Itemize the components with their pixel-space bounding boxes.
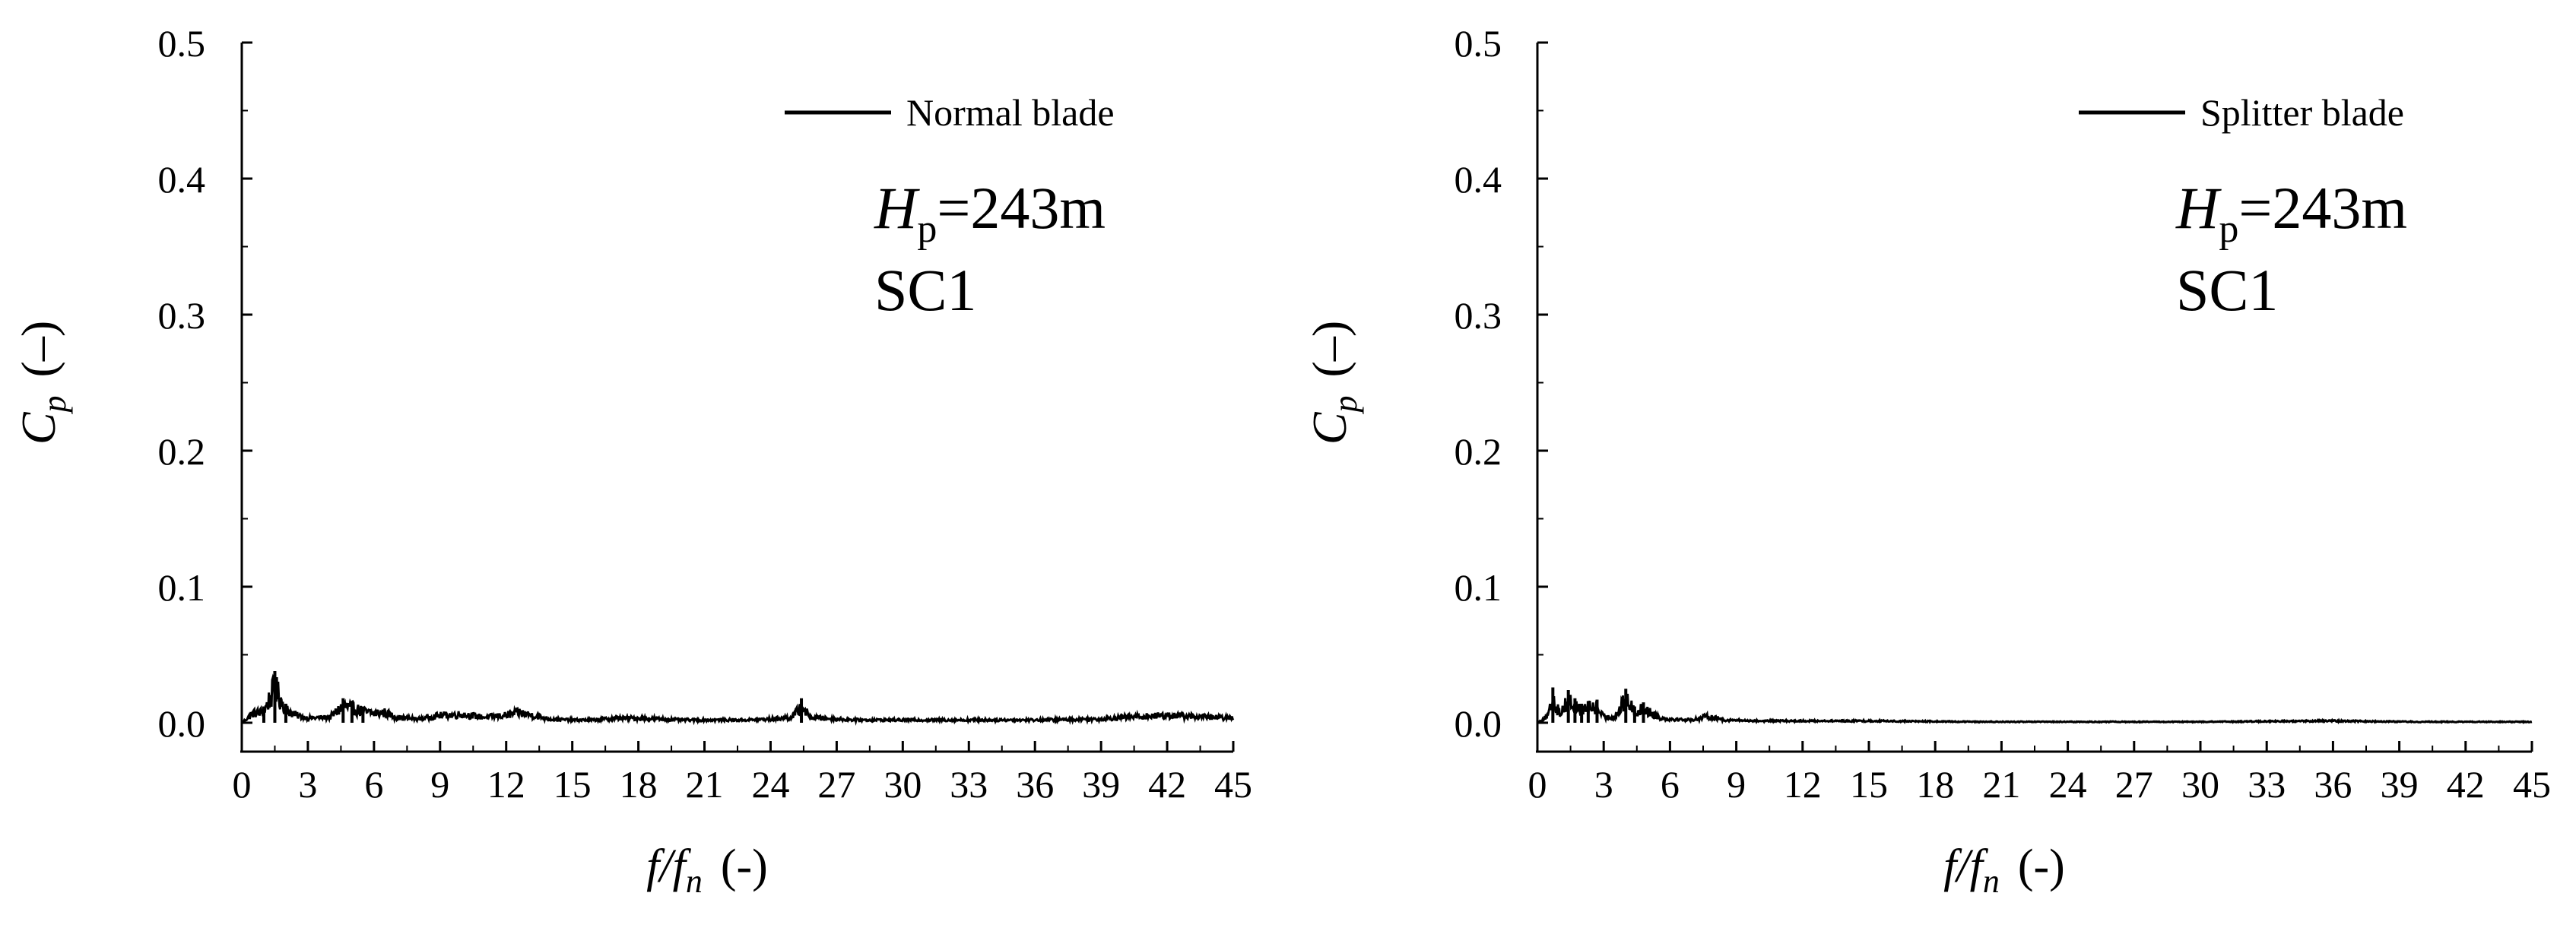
x-axis-label: f/fn (-) — [646, 841, 768, 900]
x-tick-label: 0 — [1528, 763, 1547, 806]
y-tick-label: 0.2 — [158, 430, 206, 473]
x-tick-label: 6 — [1661, 763, 1680, 806]
x-tick-label: 9 — [1727, 763, 1746, 806]
x-tick-label: 21 — [1982, 763, 2020, 806]
x-axis-label-main: f/f — [1943, 841, 1988, 892]
x-tick-label: 42 — [2447, 763, 2485, 806]
x-tick-label: 12 — [487, 763, 525, 806]
x-tick-label: 45 — [2513, 763, 2551, 806]
x-tick-label: 39 — [2381, 763, 2419, 806]
head-subscript: p — [2219, 207, 2238, 251]
x-tick-label: 27 — [817, 763, 855, 806]
legend-label: Normal blade — [906, 91, 1115, 134]
x-tick-label: 15 — [554, 763, 592, 806]
x-tick-label: 3 — [1594, 763, 1613, 806]
head-value: =243m — [2238, 175, 2407, 241]
x-tick-label: 36 — [1016, 763, 1054, 806]
x-tick-label: 18 — [620, 763, 658, 806]
x-tick-label: 9 — [430, 763, 449, 806]
y-tick-label: 0.3 — [158, 294, 206, 337]
x-tick-label: 33 — [2248, 763, 2286, 806]
y-tick-label: 0.0 — [158, 702, 206, 745]
y-axis-label: Cp (–) — [1302, 321, 1364, 445]
y-axis-label-sub: p — [36, 395, 73, 414]
x-axis-label-main: f/f — [646, 841, 691, 892]
x-axis-label: f/fn (-) — [1943, 841, 2065, 900]
chart-panel-right: 0.00.10.20.30.40.50 3 6 9 12 15 18 21 24 27 30 33 36… — [1302, 22, 2551, 900]
x-tick-label: 0 — [233, 763, 252, 806]
x-tick-label: 33 — [950, 763, 988, 806]
spectrum-line — [1537, 693, 2533, 725]
y-tick-label: 0.1 — [158, 566, 206, 609]
x-axis-label-units: (-) — [721, 841, 768, 892]
x-tick-label: 18 — [1916, 763, 1954, 806]
x-axis-label-sub: n — [1983, 863, 2000, 900]
x-tick-label: 24 — [2049, 763, 2087, 806]
y-axis-label-main: C — [11, 411, 65, 445]
y-axis-label-units: (–) — [11, 321, 65, 378]
head-subscript: p — [917, 207, 937, 251]
y-tick-label: 0.0 — [1455, 702, 1502, 745]
legend-label: Splitter blade — [2200, 91, 2404, 134]
x-tick-label: 45 — [1214, 763, 1252, 806]
head-value: =243m — [937, 175, 1106, 241]
x-tick-label: 12 — [1784, 763, 1822, 806]
x-tick-label: 21 — [686, 763, 724, 806]
spectrum-line — [241, 673, 1235, 726]
x-axis-label-sub: n — [686, 863, 703, 900]
head-annotation: Hp=243m — [2175, 175, 2407, 251]
condition-label: SC1 — [2176, 257, 2278, 323]
x-tick-label: 3 — [298, 763, 317, 806]
y-tick-label: 0.5 — [1455, 22, 1502, 65]
y-tick-label: 0.4 — [1455, 158, 1502, 201]
x-tick-label: 30 — [884, 763, 922, 806]
y-tick-label: 0.4 — [158, 158, 206, 201]
y-tick-label: 0.1 — [1455, 566, 1502, 609]
x-tick-label: 42 — [1148, 763, 1186, 806]
chart-panel-left: 0.00.10.20.30.40.50 3 6 9 12 15 18 21 24 27 30 33 36… — [11, 22, 1252, 900]
y-tick-label: 0.2 — [1455, 430, 1502, 473]
x-tick-label: 36 — [2314, 763, 2352, 806]
condition-label: SC1 — [874, 257, 976, 323]
head-annotation: Hp=243m — [874, 175, 1106, 251]
x-tick-label: 15 — [1850, 763, 1888, 806]
y-axis-label: Cp (–) — [11, 321, 73, 445]
x-axis-label-units: (-) — [2018, 841, 2065, 892]
y-tick-label: 0.5 — [158, 22, 206, 65]
head-symbol: H — [2175, 175, 2222, 241]
x-tick-label: 24 — [751, 763, 789, 806]
x-tick-label: 27 — [2115, 763, 2153, 806]
y-axis-label-sub: p — [1327, 395, 1364, 414]
head-symbol: H — [874, 175, 920, 241]
x-tick-label: 39 — [1082, 763, 1120, 806]
y-tick-label: 0.3 — [1455, 294, 1502, 337]
y-axis-label-main: C — [1302, 411, 1356, 445]
x-tick-label: 6 — [364, 763, 383, 806]
x-tick-label: 30 — [2181, 763, 2219, 806]
y-axis-label-units: (–) — [1302, 321, 1356, 378]
